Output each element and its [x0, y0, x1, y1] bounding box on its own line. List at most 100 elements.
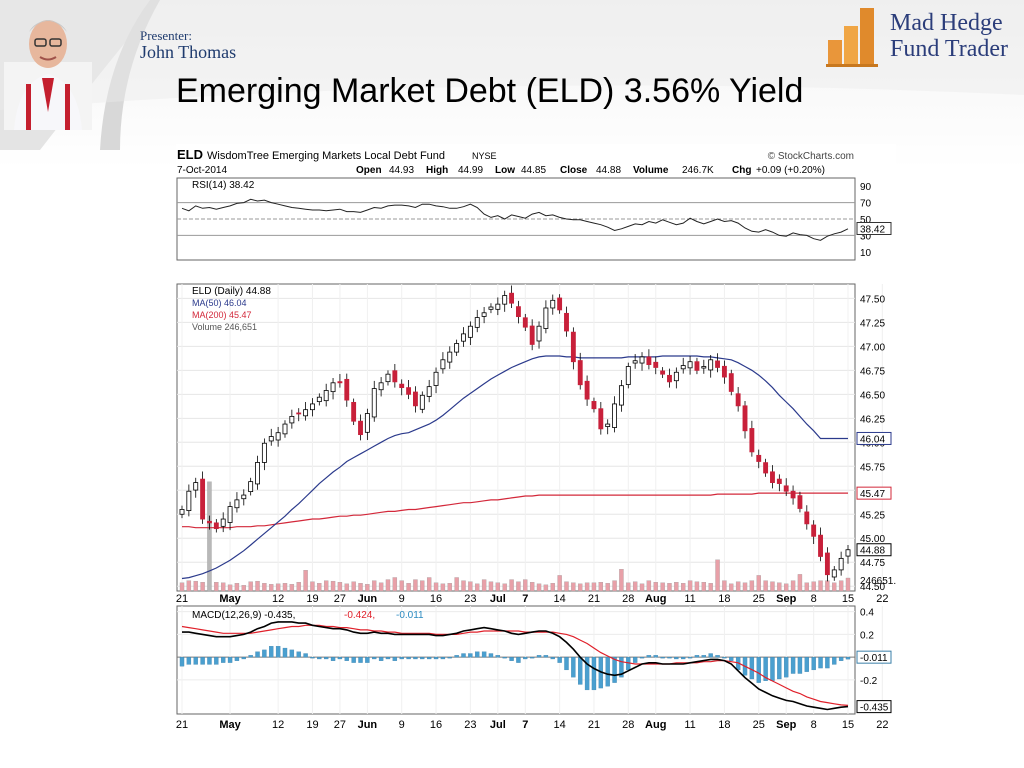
macd-current-label: -0.435: [860, 703, 889, 714]
volume-bar: [200, 582, 205, 592]
macd-hist-current-box: [856, 650, 892, 664]
macd-histogram-bar: [722, 657, 727, 659]
x-axis-label: 23: [464, 593, 476, 605]
rsi-legend: RSI(14) 38.42: [192, 180, 255, 191]
candle: [804, 505, 810, 530]
stockchart: ELD WisdomTree Emerging Markets Local De…: [176, 144, 896, 734]
macd-histogram-bar: [818, 657, 823, 669]
candle: [715, 353, 720, 373]
volume-bar: [262, 583, 267, 592]
candle-body: [618, 385, 624, 406]
ma50-line: [181, 355, 848, 580]
volume-bar: [784, 583, 789, 592]
macd-histogram-bar: [784, 657, 789, 678]
candle: [316, 393, 322, 406]
candle-body: [660, 370, 666, 375]
x-axis-label: 21: [176, 593, 188, 605]
macd-histogram-bar: [653, 655, 658, 658]
close-current-label: 44.88: [860, 546, 885, 557]
x-axis-label: 19: [306, 719, 318, 731]
x-axis-label: 18: [718, 593, 730, 605]
volume-bar: [674, 582, 679, 592]
macd-signal-line: [181, 624, 849, 706]
volume-bar: [571, 582, 576, 592]
candle-body: [776, 478, 782, 484]
volume-bar: [523, 579, 528, 592]
candle-body: [261, 442, 267, 463]
candle: [728, 369, 734, 396]
x-axis-label: 25: [753, 593, 765, 605]
volume-bar: [269, 584, 274, 592]
price-tick: 44.75: [860, 558, 885, 569]
price-tick: 47.00: [860, 342, 885, 353]
candle-body: [605, 423, 611, 427]
candle: [557, 294, 563, 314]
candle-body: [296, 412, 302, 415]
rsi-tick: 50: [860, 215, 872, 226]
volume-bar: [605, 583, 610, 592]
macd-histogram-bar: [825, 657, 830, 669]
macd-hist-current-label: -0.011: [860, 653, 888, 664]
volume-bar: [756, 575, 761, 592]
candle-body: [653, 361, 659, 368]
candle: [598, 402, 604, 435]
candle-body: [742, 405, 748, 432]
logo-line2: Fund Trader: [890, 36, 1009, 62]
quote-chg-label: Chg: [732, 165, 751, 176]
x-axis-label: 12: [272, 593, 284, 605]
candle-body: [797, 495, 803, 509]
volume-bar: [447, 583, 452, 592]
candle: [488, 303, 494, 314]
macd-histogram-bar: [660, 657, 665, 659]
volume-bar: [289, 584, 295, 592]
candle: [673, 367, 679, 389]
macd-histogram-bar: [234, 657, 240, 661]
candle-body: [845, 549, 851, 557]
price-tick: 47.25: [860, 318, 885, 329]
quote-close: 44.88: [596, 165, 621, 176]
ma200-legend: MA(200) 45.47: [192, 310, 252, 320]
volume-bar: [818, 580, 823, 592]
volume-bar: [838, 580, 844, 592]
macd-histogram-bar: [578, 657, 583, 685]
candle: [824, 547, 830, 582]
price-tick: 46.75: [860, 366, 885, 377]
volume-bar: [221, 582, 226, 592]
macd-histogram-bar: [372, 657, 377, 660]
candle: [783, 478, 789, 497]
candle: [227, 501, 233, 531]
candle-body: [509, 292, 515, 304]
macd-histogram-bar: [454, 655, 459, 658]
volume-bar: [722, 580, 727, 592]
volume-bar: [811, 581, 816, 592]
volume-bar: [735, 581, 741, 592]
price-legend: ELD (Daily) 44.88: [192, 286, 271, 297]
volume-bar: [749, 580, 755, 592]
volume-bar: [179, 582, 185, 592]
candle-body: [783, 485, 789, 492]
candle: [241, 489, 247, 506]
candle: [495, 297, 501, 316]
volume-bar: [619, 569, 624, 592]
macd-histogram-bar: [296, 651, 301, 658]
candle-body: [694, 361, 700, 371]
candle-body: [467, 325, 473, 338]
candle: [358, 414, 363, 441]
candle-body: [804, 511, 810, 525]
rsi-current-label: 38.42: [860, 224, 885, 235]
candle-body: [646, 356, 652, 365]
ma50-legend: MA(50) 46.04: [192, 298, 247, 308]
volume-bar: [626, 582, 631, 592]
quote-low-label: Low: [495, 165, 515, 176]
close-current-box: [856, 543, 892, 557]
candle-body: [323, 390, 329, 402]
volume-bar: [275, 583, 281, 592]
volume-bar: [845, 577, 851, 592]
volume-bar: [399, 580, 404, 592]
volume-bar: [433, 582, 439, 592]
quote-close-label: Close: [560, 165, 588, 176]
candle: [413, 386, 418, 413]
macd-histogram-bar: [708, 653, 713, 658]
chart-ticker: ELD: [177, 147, 203, 162]
candle: [220, 512, 226, 533]
